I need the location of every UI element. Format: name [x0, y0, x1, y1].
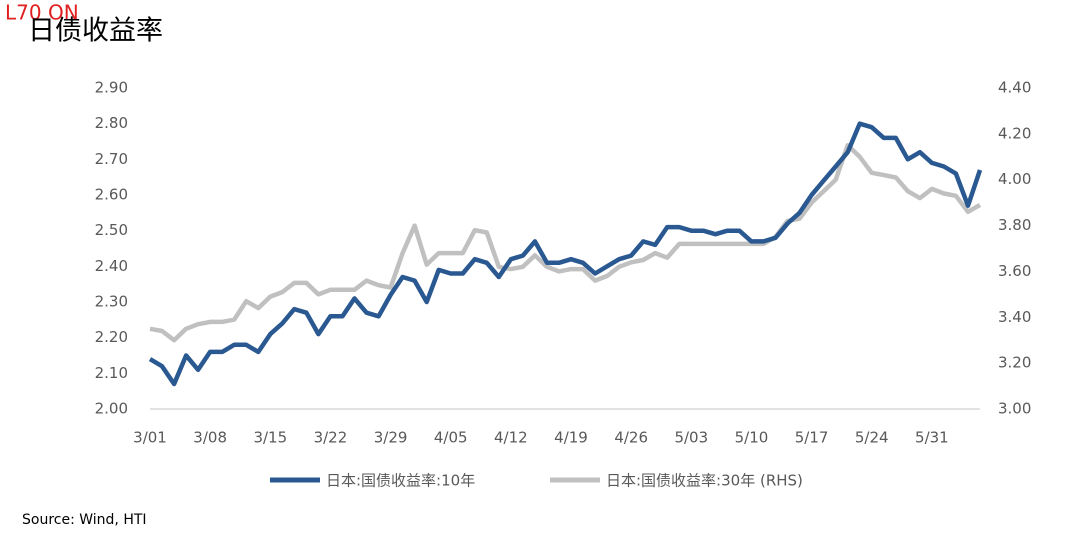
y2-tick-label: 4.20: [998, 124, 1031, 142]
legend-label: 日本:国债收益率:30年 (RHS): [606, 472, 803, 490]
x-tick-label: 4/05: [434, 429, 468, 447]
y-tick-label: 2.70: [95, 150, 128, 168]
y-tick-label: 2.20: [95, 328, 128, 346]
x-tick-label: 3/08: [193, 429, 227, 447]
x-tick-label: 5/17: [795, 429, 829, 447]
y-tick-label: 2.30: [95, 293, 128, 311]
x-tick-label: 5/10: [735, 429, 769, 447]
legend-label: 日本:国债收益率:10年: [326, 472, 475, 490]
x-tick-label: 4/26: [614, 429, 648, 447]
y2-tick-label: 3.40: [998, 308, 1031, 326]
y2-tick-label: 4.00: [998, 170, 1031, 188]
x-tick-label: 3/01: [133, 429, 167, 447]
x-tick-label: 3/29: [374, 429, 408, 447]
x-tick-label: 5/24: [855, 429, 889, 447]
y-tick-label: 2.60: [95, 186, 128, 204]
series-line: [149, 143, 982, 343]
y-tick-label: 2.50: [95, 221, 128, 239]
y2-tick-label: 3.80: [998, 216, 1031, 234]
y-tick-label: 2.90: [95, 79, 128, 97]
y2-tick-label: 4.40: [998, 79, 1031, 97]
x-tick-label: 3/15: [253, 429, 287, 447]
y-tick-label: 2.10: [95, 364, 128, 382]
chart-title: 日债收益率: [28, 16, 163, 47]
series-line: [148, 121, 983, 387]
x-tick-label: 3/22: [314, 429, 348, 447]
y-tick-label: 2.00: [95, 400, 128, 418]
y2-tick-label: 3.20: [998, 354, 1031, 372]
x-tick-label: 5/31: [915, 429, 949, 447]
source: Source: Wind, HTI: [22, 512, 147, 528]
y2-tick-label: 3.60: [998, 262, 1031, 280]
x-tick-label: 4/19: [554, 429, 588, 447]
x-tick-label: 5/03: [674, 429, 708, 447]
y-tick-label: 2.40: [95, 257, 128, 275]
tag: L70 ON: [5, 1, 79, 25]
x-tick-label: 4/12: [494, 429, 528, 447]
y2-tick-label: 3.00: [998, 400, 1031, 418]
y-tick-label: 2.80: [95, 114, 128, 132]
